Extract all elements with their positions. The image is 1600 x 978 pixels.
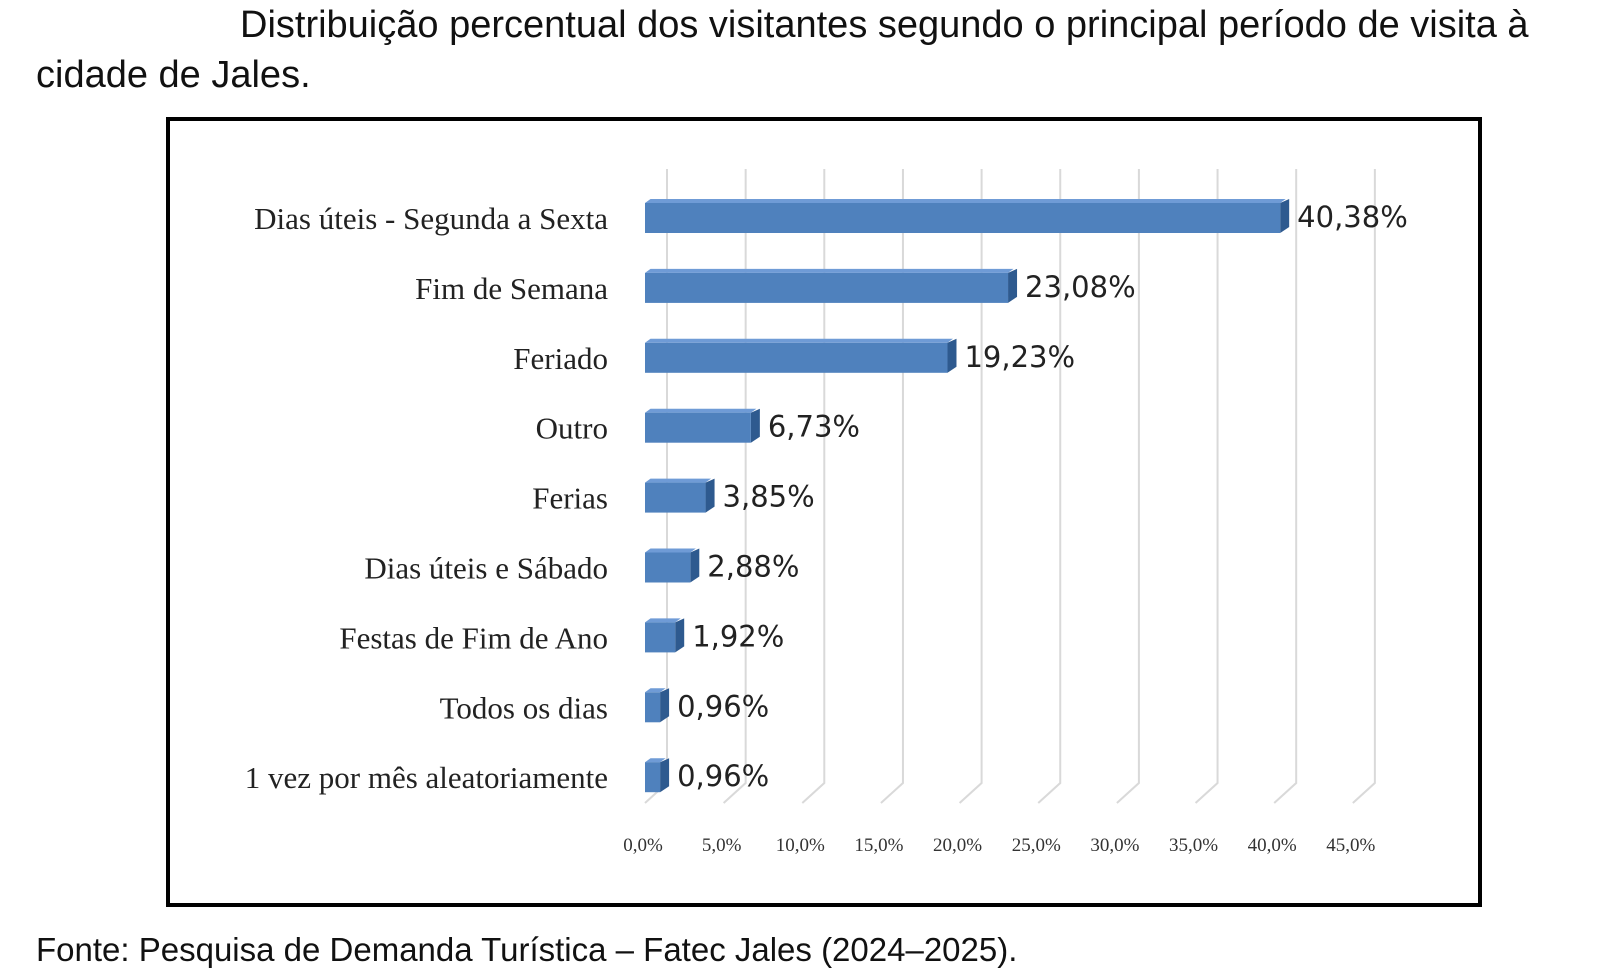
x-tick-label: 10,0% bbox=[776, 835, 825, 856]
bar bbox=[645, 268, 1018, 303]
figure-caption: Distribuição percentual dos visitantes s… bbox=[36, 4, 1529, 96]
chart-frame: 0,0% 5,0% 10,0% 15,0% 20,0% 25,0% 30,0% 35,0% 40… bbox=[166, 117, 1482, 907]
category-label: Ferias bbox=[532, 481, 608, 516]
category-label: Festas de Fim de Ano bbox=[339, 620, 608, 655]
bar bbox=[645, 199, 1290, 233]
gridline bbox=[1116, 169, 1140, 804]
bar bbox=[645, 688, 670, 723]
data-label: 0,96% bbox=[677, 689, 769, 723]
data-label: 40,38% bbox=[1297, 200, 1408, 234]
x-tick-label: 15,0% bbox=[854, 835, 903, 856]
gridline bbox=[1037, 169, 1062, 804]
x-tick-label: 40,0% bbox=[1248, 835, 1297, 856]
x-tick-label: 25,0% bbox=[1012, 835, 1061, 856]
category-label: Todos os dias bbox=[440, 690, 608, 725]
category-label: Fim de Semana bbox=[415, 271, 608, 306]
gridline bbox=[1273, 169, 1298, 804]
category-label: 1 vez por mês aleatoriamente bbox=[245, 760, 608, 795]
data-label: 2,88% bbox=[707, 550, 799, 584]
value-labels: 40,38% 23,08% 19,23% 6,73% 3,85% 2,88% 1,92% 0,… bbox=[677, 200, 1408, 793]
bar bbox=[645, 618, 685, 653]
source-note: Fonte: Pesquisa de Demanda Turística – F… bbox=[36, 931, 1018, 968]
bar bbox=[645, 408, 760, 443]
category-label: Feriado bbox=[513, 341, 608, 376]
data-label: 23,08% bbox=[1025, 270, 1136, 304]
gridline bbox=[958, 169, 983, 804]
x-tick-label: 0,0% bbox=[623, 835, 663, 856]
bar bbox=[645, 758, 670, 793]
x-tick-label: 35,0% bbox=[1169, 835, 1218, 856]
bar bbox=[645, 338, 957, 373]
bar bbox=[645, 548, 700, 583]
gridline bbox=[722, 169, 747, 804]
category-label: Dias úteis - Segunda a Sexta bbox=[254, 201, 608, 236]
category-label: Outro bbox=[536, 411, 608, 446]
x-tick-label: 20,0% bbox=[933, 835, 982, 856]
gridline bbox=[880, 169, 904, 804]
gridline bbox=[1352, 169, 1376, 804]
x-tick-label: 5,0% bbox=[702, 835, 742, 856]
x-axis-ticks: 0,0% 5,0% 10,0% 15,0% 20,0% 25,0% 30,0% 35,0% 40… bbox=[623, 835, 1375, 856]
bar bbox=[645, 478, 715, 513]
x-tick-label: 45,0% bbox=[1326, 835, 1375, 856]
gridline bbox=[1194, 169, 1219, 804]
bars bbox=[645, 199, 1290, 793]
gridline bbox=[801, 169, 826, 804]
bar-chart: 0,0% 5,0% 10,0% 15,0% 20,0% 25,0% 30,0% 35,0% 40… bbox=[245, 169, 1408, 856]
data-label: 1,92% bbox=[692, 619, 784, 653]
data-label: 19,23% bbox=[964, 340, 1075, 374]
x-tick-label: 30,0% bbox=[1090, 835, 1139, 856]
data-label: 0,96% bbox=[677, 759, 769, 793]
data-label: 6,73% bbox=[768, 410, 860, 444]
data-label: 3,85% bbox=[723, 480, 815, 514]
grid-lines bbox=[644, 169, 1376, 804]
category-labels: Dias úteis - Segunda a Sexta Fim de Seman… bbox=[245, 201, 608, 795]
category-label: Dias úteis e Sábado bbox=[364, 551, 608, 586]
